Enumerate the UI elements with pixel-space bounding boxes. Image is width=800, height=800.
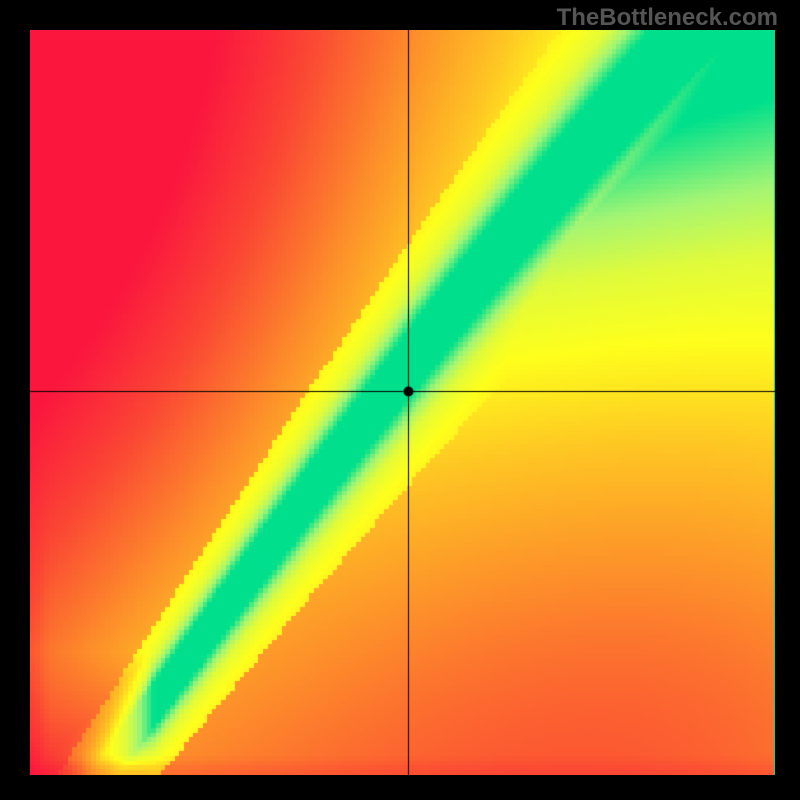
watermark-text: TheBottleneck.com (557, 4, 778, 32)
bottleneck-heatmap (30, 30, 775, 775)
chart-root: TheBottleneck.com (0, 0, 800, 800)
